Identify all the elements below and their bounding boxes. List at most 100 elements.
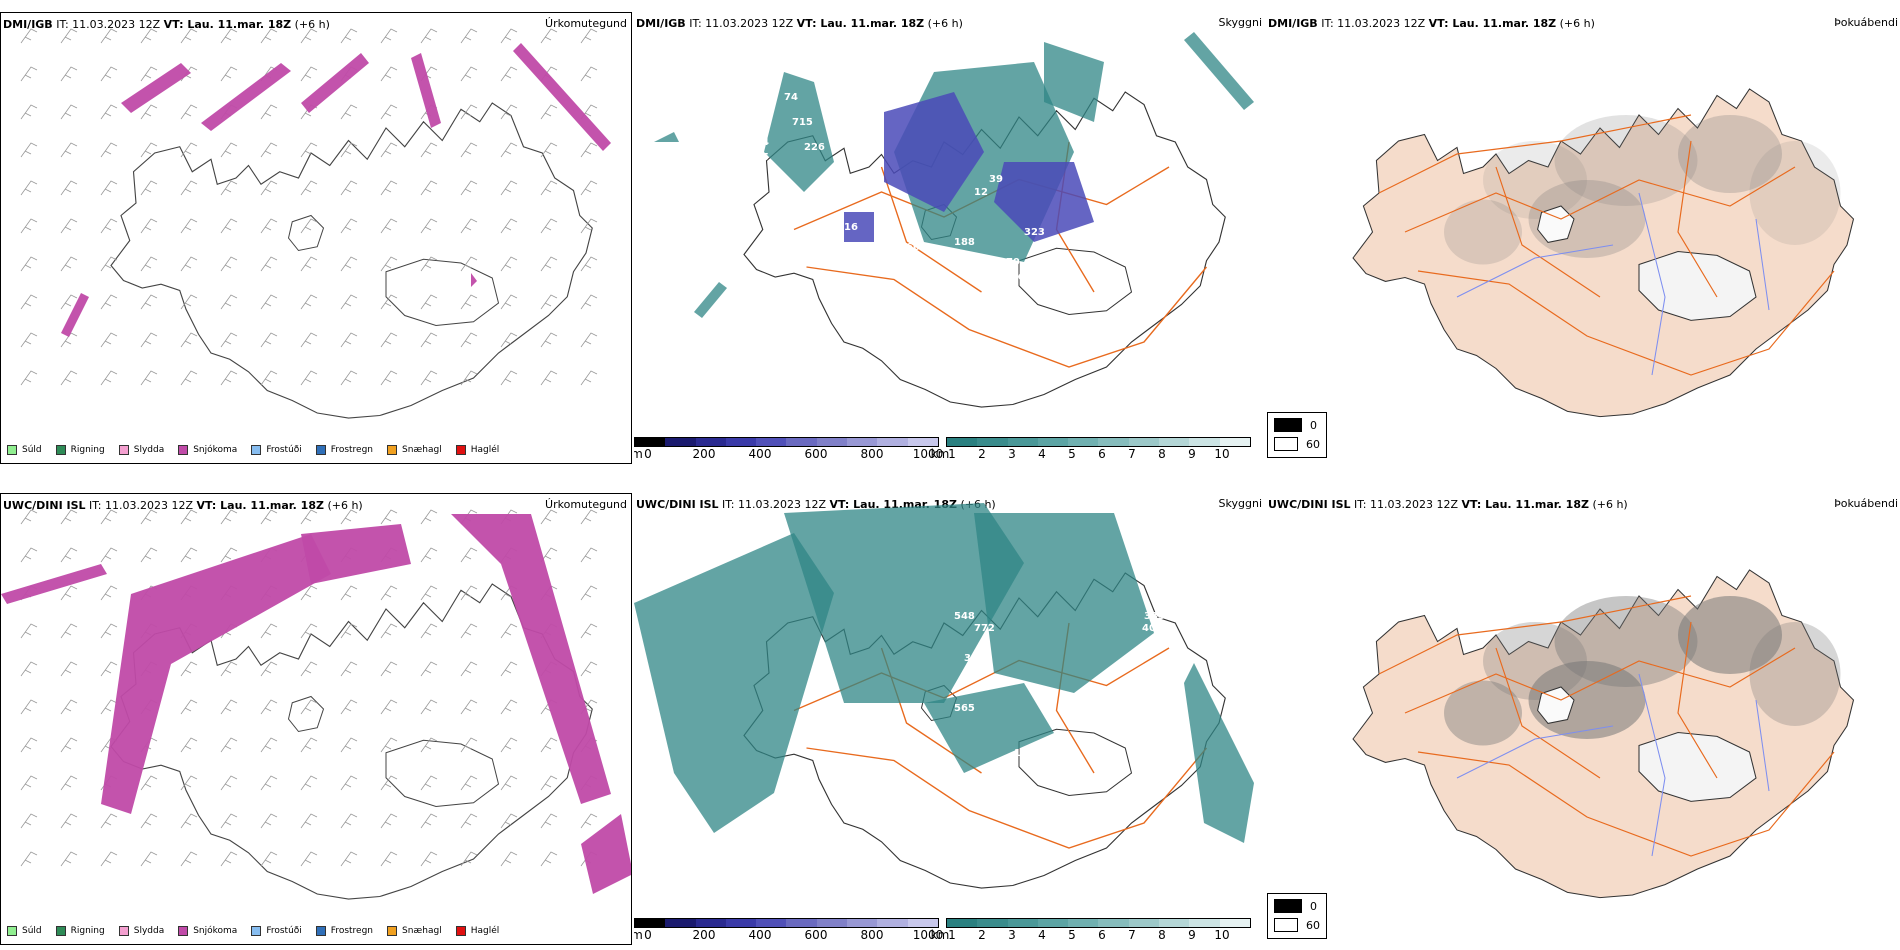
colorbar-tick: 800: [860, 928, 884, 942]
wind-barb-icon: [580, 547, 598, 563]
wind-barb-icon: [260, 104, 278, 120]
wind-barb-icon: [260, 218, 278, 234]
header-vt: VT: Lau. 11.mar. 18Z: [796, 17, 925, 30]
colorbar-swatch: [1068, 919, 1099, 927]
low-visibility-area: [924, 683, 1054, 773]
low-cloud-area: [884, 92, 984, 212]
wind-barb-icon: [460, 699, 478, 715]
wind-barb-icon: [20, 142, 38, 158]
colorbar-swatch: [1219, 438, 1250, 446]
visibility-label: 117: [1014, 748, 1035, 759]
visibility-label: 226: [804, 142, 825, 153]
colorbar-swatch: [1219, 919, 1250, 927]
snow-area: [61, 293, 89, 337]
legend-item: Slydda: [118, 926, 164, 936]
colorbar-tick: 7: [1128, 928, 1136, 942]
low-visibility-area: [784, 503, 1024, 703]
wind-barb-icon: [60, 66, 78, 82]
wind-barb-icon: [300, 699, 318, 715]
wind-barb-icon: [500, 142, 518, 158]
map-canvas: [654, 32, 1254, 408]
wind-barb-icon: [20, 775, 38, 791]
low-cloud-area: [994, 162, 1094, 242]
visibility-label: 166: [899, 242, 920, 253]
wind-barb-icon: [220, 851, 238, 867]
wind-barb-icon: [180, 699, 198, 715]
wind-barb-icon: [380, 142, 398, 158]
colorbar-swatch: [977, 919, 1008, 927]
glacier: [1638, 731, 1757, 802]
wind-barb-icon: [420, 180, 438, 196]
snow-area: [451, 514, 611, 804]
colorbar-tick: 1: [948, 447, 956, 461]
wind-barb-icon: [260, 775, 278, 791]
wind-barb-icon: [20, 294, 38, 310]
wind-barb-icon: [180, 813, 198, 829]
wind-barb-icon: [500, 851, 518, 867]
river: [1638, 192, 1666, 376]
wind-barb-icon: [100, 623, 118, 639]
panel-title-precip: Úrkomutegund: [545, 17, 627, 30]
wind-barb-icon: [260, 256, 278, 272]
wind-barb-icon: [340, 370, 358, 386]
wind-barb-icon: [100, 180, 118, 196]
visibility-label: 16: [844, 222, 858, 233]
legend-item: Frostúði: [251, 926, 302, 936]
wind-barb-icon: [140, 180, 158, 196]
wind-barb-icon: [300, 332, 318, 348]
wind-barb-icon: [500, 256, 518, 272]
road: [1417, 751, 1835, 857]
wind-barb-icon: [500, 623, 518, 639]
visibility-label: 166: [1004, 272, 1025, 283]
wind-barb-icon: [20, 256, 38, 272]
wind-barb-icon: [580, 585, 598, 601]
legend-swatch: [387, 926, 398, 936]
run-header: DMI/IGB IT: 11.03.2023 12Z VT: Lau. 11.m…: [636, 17, 963, 30]
wind-barb-icon: [460, 623, 478, 639]
precip-legend: Súld Rigning Slydda Snjókoma Frostúði Frostre…: [7, 926, 499, 936]
fog-index-panel: DMI/IGB IT: 11.03.2023 12Z VT: Lau. 11.m…: [1266, 12, 1900, 464]
wind-barb-icon: [340, 813, 358, 829]
colorbar-tick: 10: [1214, 447, 1230, 461]
map-canvas: [20, 28, 611, 419]
wind-barb-icon: [100, 332, 118, 348]
wind-barb-icon: [540, 332, 558, 348]
wind-barb-icon: [580, 623, 598, 639]
wind-barb-icon: [500, 661, 518, 677]
wind-barb-icon: [220, 661, 238, 677]
wind-barb-icon: [340, 851, 358, 867]
run-header: DMI/IGB IT: 11.03.2023 12Z VT: Lau. 11.m…: [1268, 17, 1595, 30]
wind-barb-icon: [500, 775, 518, 791]
snow-area: [471, 273, 477, 287]
wind-barb-icon: [100, 256, 118, 272]
colorbar-tick: 6: [1098, 447, 1106, 461]
wind-barb-icon: [220, 509, 238, 525]
header-model: UWC/DINI ISL: [3, 499, 86, 512]
visibility-label: 986: [799, 232, 820, 243]
header-it: IT: 11.03.2023 12Z: [689, 17, 794, 30]
wind-barb-icon: [180, 547, 198, 563]
colorbar-tick: 5: [1068, 447, 1076, 461]
wind-barb-icon: [500, 218, 518, 234]
header-it: IT: 11.03.2023 12Z: [1321, 17, 1426, 30]
legend-label: Haglél: [470, 445, 500, 455]
wind-barb-icon: [300, 813, 318, 829]
visibility-label: 231: [1029, 272, 1050, 283]
wind-barb-icon: [20, 661, 38, 677]
wind-barb-icon: [340, 699, 358, 715]
low-visibility-area: [654, 132, 679, 142]
wind-barb-icon: [180, 737, 198, 753]
panel-title-vis: Skyggni: [1218, 497, 1262, 510]
precip-legend: Súld Rigning Slydda Snjókoma Frostúði Frostre…: [7, 445, 499, 455]
fog-index-patch: [1444, 680, 1522, 746]
wind-barb-icon: [60, 737, 78, 753]
road: [1417, 270, 1835, 376]
colorbar-swatch: [756, 919, 787, 927]
wind-barb-icon: [340, 218, 358, 234]
wind-barb-icon: [420, 547, 438, 563]
glacier: [1537, 686, 1575, 724]
visibility-label: 43: [916, 349, 930, 360]
wind-barb-icon: [20, 66, 38, 82]
fog-index-patch: [1749, 141, 1841, 245]
wind-barb-icon: [380, 66, 398, 82]
